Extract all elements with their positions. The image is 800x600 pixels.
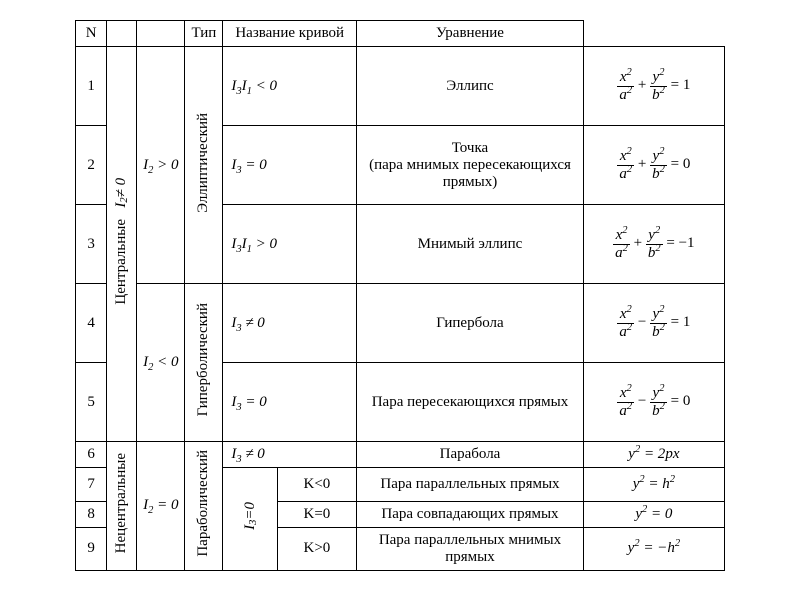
row-eq: x2a2 + y2b2 = −1 (583, 205, 724, 284)
row-k: K>0 (277, 527, 356, 570)
row-name: Точка(пара мнимых пересекающихсяпрямых) (357, 126, 584, 205)
type-hyperbolic: Гиперболический (185, 284, 223, 442)
row-name: Пара параллельных прямых (357, 468, 584, 502)
i2-positive: I2 > 0 (137, 47, 185, 284)
row-cond: I3 ≠ 0 (223, 442, 357, 468)
row-eq: y2 = 2px (583, 442, 724, 468)
cond-text: I3 ≠ 0 (231, 315, 264, 331)
header-blank-2 (137, 21, 185, 47)
row-n: 5 (76, 363, 107, 442)
row-k: K=0 (277, 501, 356, 527)
row-eq: x2a2 + y2b2 = 1 (583, 47, 724, 126)
header-n: N (76, 21, 107, 47)
header-eq: Уравнение (357, 21, 584, 47)
row-n: 8 (76, 501, 107, 527)
type-elliptic-label: Эллиптический (195, 109, 212, 217)
header-type: Тип (185, 21, 223, 47)
row-n: 3 (76, 205, 107, 284)
conic-classification-table: N Тип Название кривой Уравнение 1 Центра… (75, 20, 725, 571)
cond-text: I3 ≠ 0 (231, 446, 264, 462)
table-row: 1 Центральные I2≠ 0 I2 > 0 Эллиптический… (76, 47, 725, 126)
row-n: 7 (76, 468, 107, 502)
group-central-cond: I2≠ 0 (113, 178, 129, 208)
row-name: Пара пересекающихся прямых (357, 363, 584, 442)
row-n: 1 (76, 47, 107, 126)
row-eq: y2 = 0 (583, 501, 724, 527)
row-eq: x2a2 − y2b2 = 0 (583, 363, 724, 442)
row-name: Эллипс (357, 47, 584, 126)
row-name: Пара параллельных мнимыхпрямых (357, 527, 584, 570)
group-central: Центральные I2≠ 0 (107, 47, 137, 442)
row-cond: I3 = 0 (223, 363, 357, 442)
row-name: Мнимый эллипс (357, 205, 584, 284)
row-eq: x2a2 + y2b2 = 0 (583, 126, 724, 205)
i2-zero: I2 = 0 (137, 442, 185, 571)
row-name: Пара совпадающих прямых (357, 501, 584, 527)
row-n: 6 (76, 442, 107, 468)
type-parabolic-label: Параболический (195, 446, 212, 561)
i2-zero-text: I2 = 0 (143, 497, 178, 513)
cond-text: I3 = 0 (231, 394, 266, 410)
row-name: Гипербола (357, 284, 584, 363)
table-row: 4 I2 < 0 Гиперболический I3 ≠ 0 Гипербол… (76, 284, 725, 363)
table-row: 6 Нецентральные I2 = 0 Параболический I3… (76, 442, 725, 468)
i2-pos-text: I2 > 0 (143, 157, 178, 173)
type-parabolic: Параболический (185, 442, 223, 571)
type-hyperbolic-label: Гиперболический (195, 299, 212, 420)
type-elliptic: Эллиптический (185, 47, 223, 284)
row-eq: y2 = h2 (583, 468, 724, 502)
cond-text: I3I1 > 0 (231, 236, 277, 252)
row-cond: I3I1 < 0 (223, 47, 357, 126)
group-noncentral-label: Нецентральные (113, 449, 130, 557)
row-k: K<0 (277, 468, 356, 502)
row-eq: x2a2 − y2b2 = 1 (583, 284, 724, 363)
row-cond: I3I1 > 0 (223, 205, 357, 284)
i3-zero-subgroup: I3=0 (223, 468, 277, 571)
row-n: 2 (76, 126, 107, 205)
group-central-label: Центральные (113, 219, 129, 305)
header-row: N Тип Название кривой Уравнение (76, 21, 725, 47)
cond-text: I3 = 0 (231, 157, 266, 173)
header-name: Название кривой (223, 21, 357, 47)
i2-negative: I2 < 0 (137, 284, 185, 442)
header-blank-1 (107, 21, 137, 47)
i2-neg-text: I2 < 0 (143, 354, 178, 370)
row-cond: I3 ≠ 0 (223, 284, 357, 363)
row-n: 4 (76, 284, 107, 363)
row-name: Парабола (357, 442, 584, 468)
i3-zero-label: I3=0 (242, 502, 258, 530)
row-cond: I3 = 0 (223, 126, 357, 205)
group-noncentral: Нецентральные (107, 442, 137, 571)
cond-text: I3I1 < 0 (231, 78, 277, 94)
row-eq: y2 = −h2 (583, 527, 724, 570)
row-n: 9 (76, 527, 107, 570)
